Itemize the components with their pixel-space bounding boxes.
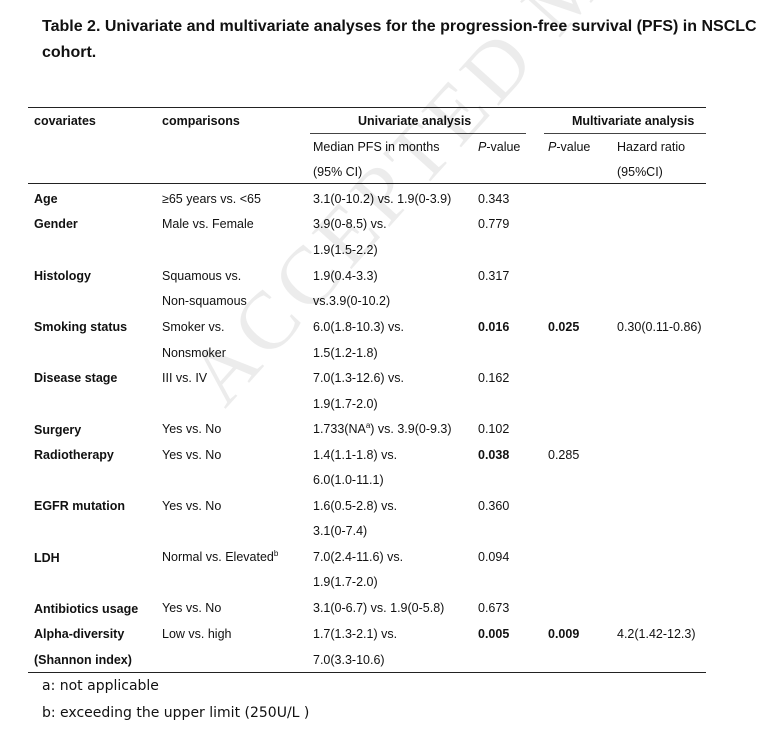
pvalue-alpha-diversity: 0.005 <box>478 627 510 641</box>
hazard-alpha-diversity: 4.2(1.42-12.3) <box>617 627 696 641</box>
covariate-radiotherapy: Radiotherapy <box>34 448 114 462</box>
covariate-age: Age <box>34 192 58 206</box>
comparison-radiotherapy: Yes vs. No <box>162 448 222 462</box>
header-median-ci: (95% CI) <box>313 165 363 179</box>
comparison-surgery: Yes vs. No <box>162 422 222 436</box>
median-alpha-diversity: 1.7(1.3-2.1) vs. <box>313 627 398 641</box>
covariate-gender: Gender <box>34 217 78 231</box>
table-bottom-rule <box>28 672 706 673</box>
median-smoking: 6.0(1.8-10.3) vs. <box>313 320 405 334</box>
comparison-histology: Squamous vs. <box>162 269 242 283</box>
median-radiotherapy: 1.4(1.1-1.8) vs. <box>313 448 398 462</box>
comparison-antibiotics: Yes vs. No <box>162 601 222 615</box>
comparison-disease-stage: III vs. IV <box>162 371 208 385</box>
pvalue-gender: 0.779 <box>478 217 510 231</box>
median-smoking-2: 1.5(1.2-1.8) <box>313 346 378 360</box>
table-top-rule <box>28 107 706 108</box>
median-radiotherapy-2: 6.0(1.0-11.1) <box>313 473 384 487</box>
median-histology: 1.9(0.4-3.3) <box>313 269 378 283</box>
footnote-b: b: exceeding the upper limit (250U/L ) <box>42 705 310 721</box>
header-pvalue-multivariate: P-value <box>548 140 591 154</box>
header-univariate: Univariate analysis <box>358 114 472 128</box>
pvalue-surgery: 0.102 <box>478 422 510 436</box>
pvalue-egfr: 0.360 <box>478 499 510 513</box>
header-hazard-ratio: Hazard ratio <box>617 140 686 154</box>
median-egfr-2: 3.1(0-7.4) <box>313 524 368 538</box>
covariate-antibiotics: Antibiotics usage <box>34 602 139 616</box>
pvalue-multi-smoking: 0.025 <box>548 320 580 334</box>
multivariate-underline <box>544 133 706 134</box>
pvalue-smoking: 0.016 <box>478 320 510 334</box>
median-antibiotics: 3.1(0-6.7) vs. 1.9(0-5.8) <box>313 601 445 615</box>
comparison-smoking: Smoker vs. <box>162 320 225 334</box>
covariate-alpha-diversity-2: (Shannon index) <box>34 653 132 667</box>
header-median-pfs: Median PFS in months <box>313 140 440 154</box>
comparison-gender: Male vs. Female <box>162 217 254 231</box>
covariate-egfr: EGFR mutation <box>34 499 125 513</box>
header-multivariate: Multivariate analysis <box>572 114 695 128</box>
pvalue-multi-alpha-diversity: 0.009 <box>548 627 580 641</box>
covariate-disease-stage: Disease stage <box>34 371 118 385</box>
median-disease-stage: 7.0(1.3-12.6) vs. <box>313 371 405 385</box>
pvalue-multi-radiotherapy: 0.285 <box>548 448 580 462</box>
comparison-smoking-2: Nonsmoker <box>162 346 226 360</box>
pvalue-histology: 0.317 <box>478 269 510 283</box>
header-pvalue-univariate: P-value <box>478 140 521 154</box>
median-ldh: 7.0(2.4-11.6) vs. <box>313 550 404 564</box>
pvalue-antibiotics: 0.673 <box>478 601 510 615</box>
hazard-smoking: 0.30(0.11-0.86) <box>617 320 702 334</box>
table-title: Table 2. Univariate and multivariate ana… <box>42 18 757 61</box>
comparison-alpha-diversity: Low vs. high <box>162 627 232 641</box>
header-covariates: covariates <box>34 114 96 128</box>
median-histology-2: vs.3.9(0-10.2) <box>313 294 391 308</box>
median-alpha-diversity-2: 7.0(3.3-10.6) <box>313 653 385 667</box>
covariate-alpha-diversity: Alpha-diversity <box>34 627 125 641</box>
median-age: 3.1(0-10.2) vs. 1.9(0-3.9) <box>313 192 452 206</box>
pvalue-age: 0.343 <box>478 192 510 206</box>
header-bottom-rule <box>28 183 706 184</box>
comparison-histology-2: Non-squamous <box>162 294 247 308</box>
pvalue-disease-stage: 0.162 <box>478 371 510 385</box>
median-ldh-2: 1.9(1.7-2.0) <box>313 575 378 589</box>
pvalue-radiotherapy: 0.038 <box>478 448 510 462</box>
covariate-smoking: Smoking status <box>34 320 128 334</box>
comparison-ldh: Normal vs. Elevatedb <box>162 549 279 565</box>
footnote-a: a: not applicable <box>42 678 159 694</box>
covariate-ldh: LDH <box>34 551 60 565</box>
header-hazard-ci: (95%CI) <box>617 165 663 179</box>
comparison-age: ≥65 years vs. <65 <box>162 192 261 206</box>
median-gender: 3.9(0-8.5) vs. <box>313 217 387 231</box>
pvalue-ldh: 0.094 <box>478 550 510 564</box>
header-comparisons: comparisons <box>162 114 240 128</box>
median-gender-2: 1.9(1.5-2.2) <box>313 243 378 257</box>
median-egfr: 1.6(0.5-2.8) vs. <box>313 499 398 513</box>
median-disease-stage-2: 1.9(1.7-2.0) <box>313 397 378 411</box>
univariate-underline <box>310 133 526 134</box>
comparison-egfr: Yes vs. No <box>162 499 222 513</box>
covariate-surgery: Surgery <box>34 423 82 437</box>
covariate-histology: Histology <box>34 269 91 283</box>
median-surgery: 1.733(NAa) vs. 3.9(0-9.3) <box>313 421 452 437</box>
